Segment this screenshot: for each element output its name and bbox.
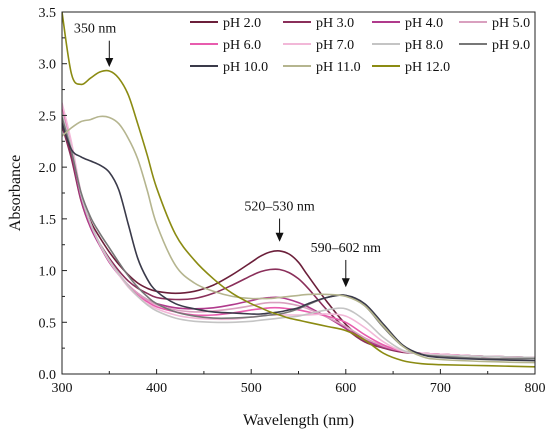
legend-label: pH 7.0: [316, 38, 354, 53]
annotation-arrowhead: [341, 278, 350, 288]
legend: pH 2.0 pH 3.0 pH 4.0 pH 5.0 pH 6.0 pH 7.0 pH 8…: [190, 16, 530, 75]
y-tick-label: 0.5: [39, 316, 57, 331]
legend-label: pH 11.0: [316, 60, 361, 75]
y-tick-label: 3.5: [39, 6, 57, 21]
annotation-arrowhead: [275, 232, 284, 242]
annotation-layer: 350 nm 520–530 nm 590–602 nm: [74, 22, 381, 288]
annotation-label: 520–530 nm: [244, 200, 315, 215]
legend-label: pH 12.0: [405, 60, 450, 75]
y-tick-label: 2.5: [39, 109, 57, 124]
x-tick-label: 600: [335, 381, 356, 396]
legend-label: pH 8.0: [405, 38, 443, 53]
series-line-ph-12-0: [62, 12, 535, 368]
axes-layer: 300 400 500 600 700 800 0.0 0.5 1.0 1.5 2.0 2.5 3.0 3…: [39, 6, 546, 396]
legend-label: pH 2.0: [223, 16, 261, 31]
annotation-label: 590–602 nm: [311, 241, 382, 256]
legend-label: pH 4.0: [405, 16, 443, 31]
x-axis-title: Wavelength (nm): [243, 412, 354, 429]
series-line-ph-7-0: [62, 102, 535, 359]
data-series-layer: [62, 12, 535, 368]
legend-label: pH 5.0: [492, 16, 530, 31]
y-axis-title: Absorbance: [7, 155, 24, 231]
legend-label: pH 3.0: [316, 16, 354, 31]
y-tick-label: 0.0: [39, 368, 57, 383]
series-line-ph-9-0: [62, 116, 535, 360]
annotation-label: 350 nm: [74, 22, 117, 37]
series-line-ph-8-0: [62, 112, 535, 359]
x-tick-label: 500: [241, 381, 262, 396]
x-tick-label: 700: [430, 381, 451, 396]
y-tick-label: 1.0: [39, 265, 57, 280]
series-line-ph-3-0: [62, 125, 535, 359]
y-tick-label: 2.0: [39, 161, 57, 176]
x-tick-label: 400: [146, 381, 167, 396]
series-line-ph-11-0: [62, 115, 535, 364]
annotation-arrowhead: [105, 57, 114, 67]
x-tick-label: 800: [525, 381, 546, 396]
y-tick-label: 3.0: [39, 58, 57, 73]
legend-label: pH 10.0: [223, 60, 268, 75]
x-tick-label: 300: [52, 381, 73, 396]
series-line-ph-4-0: [62, 114, 535, 359]
series-line-ph-10-0: [62, 122, 535, 362]
legend-label: pH 6.0: [223, 38, 261, 53]
legend-label: pH 9.0: [492, 38, 530, 53]
y-tick-label: 1.5: [39, 213, 57, 228]
